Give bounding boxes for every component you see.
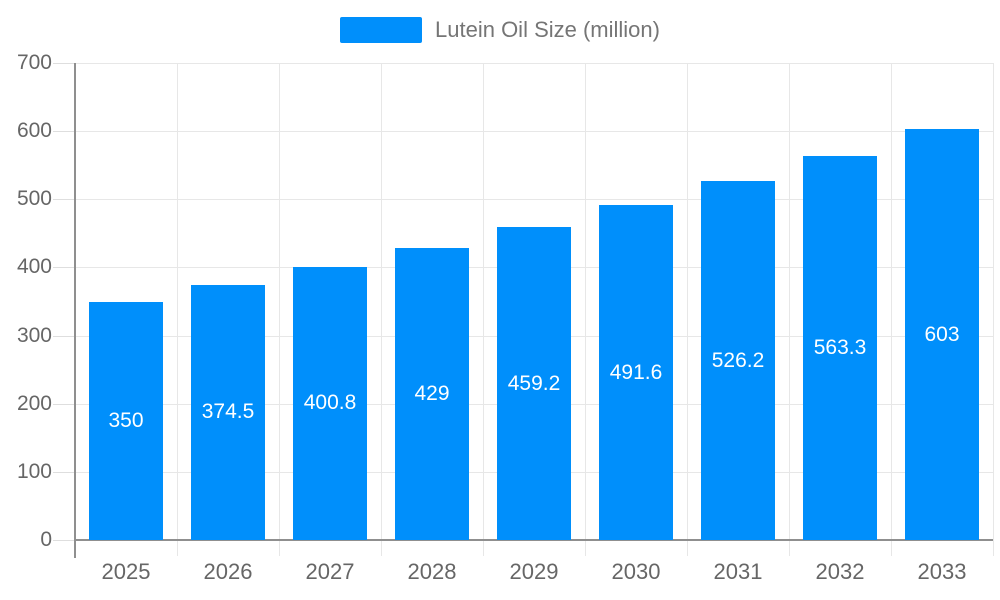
y-axis-tick [53, 131, 75, 132]
y-tick-label: 500 [16, 187, 52, 210]
x-tick-label: 2029 [509, 559, 559, 584]
y-tick-label: 0 [40, 528, 52, 551]
y-tick-label: 100 [16, 460, 52, 483]
gridline-vertical [789, 63, 790, 556]
gridline-horizontal [75, 63, 993, 64]
y-axis-tick [53, 199, 75, 200]
x-tick-label: 2030 [611, 559, 661, 584]
y-tick-label: 400 [16, 255, 52, 278]
x-tick-label: 2031 [713, 559, 763, 584]
gridline-vertical [483, 63, 484, 556]
bar[interactable] [191, 284, 265, 540]
y-axis-tick [53, 404, 75, 405]
x-tick-label: 2028 [407, 559, 457, 584]
legend: Lutein Oil Size (million) [0, 17, 1000, 43]
bar[interactable] [395, 247, 469, 540]
y-tick-label: 600 [16, 119, 52, 142]
gridline-vertical [585, 63, 586, 556]
bar[interactable] [599, 205, 673, 540]
y-axis-tick [53, 63, 75, 64]
gridline-vertical [891, 63, 892, 556]
y-tick-label: 300 [16, 324, 52, 347]
gridline-horizontal [75, 199, 993, 200]
bar-value-label: 374.5 [201, 400, 255, 424]
bar-value-label: 350 [108, 408, 144, 432]
bar-value-label: 491.6 [609, 360, 663, 384]
gridline-vertical [993, 63, 994, 556]
gridline-vertical [381, 63, 382, 556]
y-axis-tick [53, 267, 75, 268]
bar[interactable] [803, 156, 877, 540]
bar[interactable] [497, 227, 571, 540]
x-tick-label: 2025 [101, 559, 151, 584]
y-tick-label: 200 [16, 392, 52, 415]
y-axis-line [74, 63, 76, 558]
gridline-vertical [177, 63, 178, 556]
x-tick-label: 2026 [203, 559, 253, 584]
legend-label: Lutein Oil Size (million) [435, 17, 660, 42]
bar[interactable] [701, 181, 775, 540]
bar-value-label: 603 [924, 322, 960, 346]
bar-value-label: 526.2 [711, 348, 765, 372]
gridline-vertical [687, 63, 688, 556]
legend-item[interactable]: Lutein Oil Size (million) [340, 17, 660, 43]
gridline-horizontal [75, 131, 993, 132]
bar[interactable] [89, 301, 163, 540]
legend-swatch-icon [340, 17, 423, 43]
y-axis-tick [53, 336, 75, 337]
bar-value-label: 400.8 [303, 391, 357, 415]
x-tick-label: 2032 [815, 559, 865, 584]
y-axis-tick [53, 472, 75, 473]
bar[interactable] [293, 266, 367, 540]
bar-value-label: 429 [414, 381, 450, 405]
x-tick-label: 2033 [917, 559, 967, 584]
gridline-vertical [279, 63, 280, 556]
x-axis-line [75, 539, 993, 541]
bar-value-label: 459.2 [507, 371, 561, 395]
bar-value-label: 563.3 [813, 336, 867, 360]
bar[interactable] [905, 129, 979, 540]
y-tick-label: 700 [16, 51, 52, 74]
y-axis-tick [53, 540, 75, 541]
x-tick-label: 2027 [305, 559, 355, 584]
